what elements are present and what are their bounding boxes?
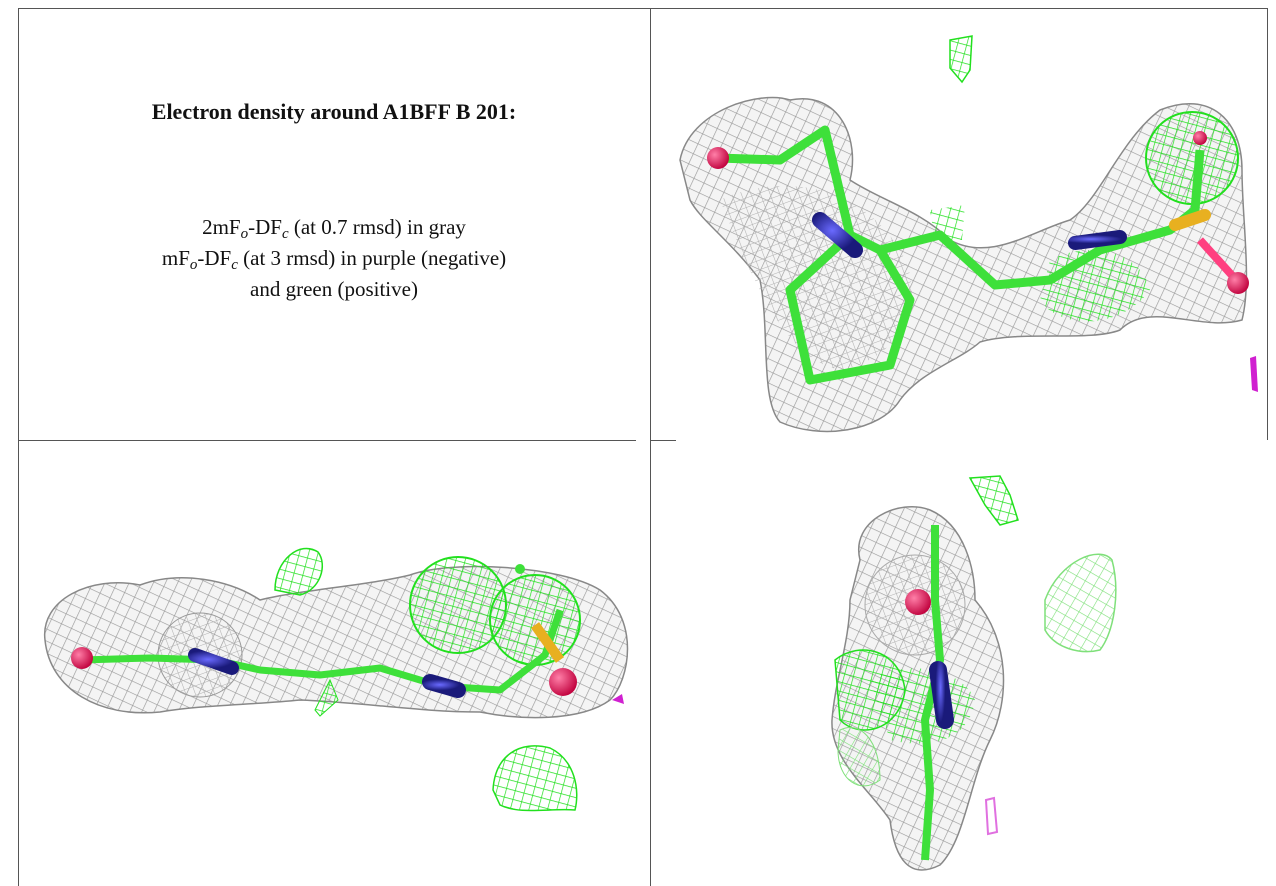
nitrogen: [812, 212, 863, 258]
mesh-positive: [314, 678, 339, 717]
mesh-positive: [1044, 553, 1117, 653]
caption-cell: Electron density around A1BFF B 201: 2mF…: [19, 9, 649, 439]
subscript: c: [281, 226, 289, 242]
mesh-negative: [984, 796, 999, 836]
legend-text: -DF: [248, 215, 282, 239]
atom: [515, 564, 525, 574]
mesh-positive: [837, 727, 881, 787]
nitrogen: [422, 674, 466, 698]
oxygen: [1227, 272, 1249, 294]
legend-text: -DF: [197, 246, 232, 270]
legend-text: (at 0.7 rmsd) in gray: [288, 215, 466, 239]
oxygen: [1193, 131, 1207, 145]
mesh-positive: [489, 574, 581, 666]
legend-text: 2mF: [202, 215, 241, 239]
caption-legend: 2mFo-DFc (at 0.7 rmsd) in gray mFo-DFc (a…: [19, 212, 649, 305]
table-frame: [18, 8, 1268, 886]
legend-line: 2mFo-DFc (at 0.7 rmsd) in gray: [19, 212, 649, 243]
subscript: c: [231, 257, 238, 273]
oxygen: [71, 647, 93, 669]
subscript: o: [240, 226, 249, 242]
caption-title: Electron density around A1BFF B 201:: [151, 99, 517, 124]
density-view-1: [679, 35, 1258, 433]
mesh-positive: [492, 745, 578, 812]
legend-line: and green (positive): [19, 274, 649, 305]
density-view-3: [831, 475, 1117, 871]
legend-text: (at 3 rmsd) in purple (negative): [237, 246, 507, 270]
mesh-positive: [949, 35, 973, 84]
nitrogen: [929, 661, 954, 729]
mesh-positive: [1145, 111, 1239, 205]
ligand-bonds: [81, 608, 564, 694]
subscript: o: [189, 257, 198, 273]
mesh-inner: [720, 185, 912, 370]
legend-text: mF: [161, 246, 190, 270]
sulfur: [1169, 209, 1211, 231]
ligand-bonds: [785, 231, 915, 385]
legend-text: and green (positive): [250, 277, 418, 301]
oxygen: [707, 147, 729, 169]
density-view-2: [44, 547, 629, 812]
oxygen: [549, 668, 577, 696]
nitrogen: [188, 648, 239, 675]
mesh-positive: [968, 475, 1019, 526]
nitrogen: [1068, 230, 1127, 250]
mesh-negative: [1250, 356, 1258, 392]
mesh-positive: [274, 547, 323, 596]
mesh-negative: [612, 694, 624, 704]
sulfur: [530, 622, 565, 663]
oxygen: [905, 589, 931, 615]
legend-line: mFo-DFc (at 3 rmsd) in purple (negative): [19, 243, 649, 274]
